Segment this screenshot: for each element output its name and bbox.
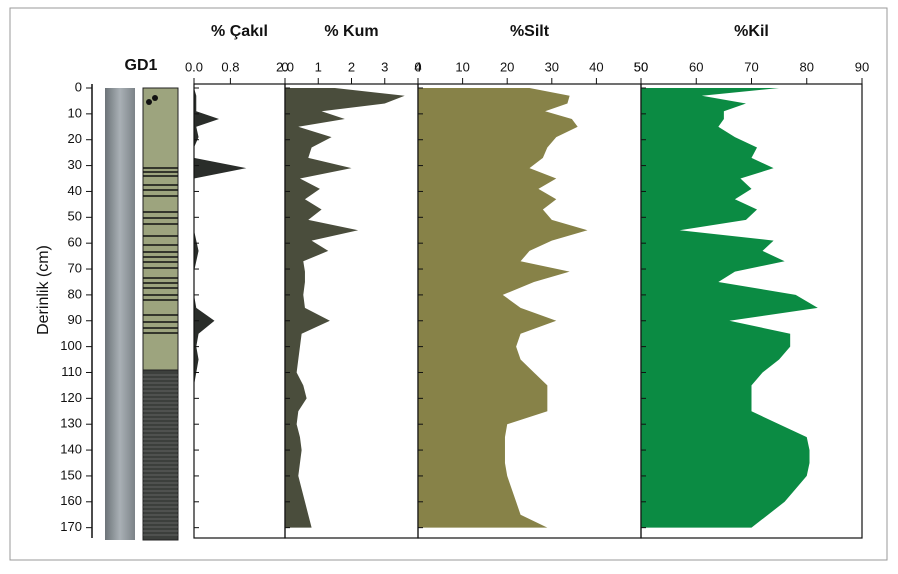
y-tick-label: 40 (68, 183, 82, 198)
pebble (152, 95, 158, 101)
y-tick-label: 20 (68, 131, 82, 146)
y-tick-label: 130 (60, 416, 82, 431)
x-tick-label: 2 (348, 59, 355, 74)
y-tick-label: 160 (60, 493, 82, 508)
y-tick-label: 50 (68, 209, 82, 224)
x-tick-label: 30 (545, 59, 559, 74)
x-tick-label: 40 (589, 59, 603, 74)
x-tick-label: 60 (689, 59, 703, 74)
area (641, 88, 818, 528)
y-axis-label: Derinlik (cm) (35, 245, 52, 335)
y-tick-label: 30 (68, 157, 82, 172)
core-image (105, 88, 135, 540)
figure: GD1 Derinlik (cm) 0102030405060708090100… (0, 0, 898, 569)
x-tick-label: 80 (800, 59, 814, 74)
y-tick-label: 100 (60, 338, 82, 353)
x-tick-label: 90 (855, 59, 869, 74)
x-tick-label: 0.0 (185, 59, 203, 74)
x-tick-label: 3 (381, 59, 388, 74)
y-tick-label: 90 (68, 312, 82, 327)
panel-title: % Kum (324, 23, 378, 40)
y-tick-label: 120 (60, 390, 82, 405)
x-tick-label: 20 (500, 59, 514, 74)
y-tick-label: 170 (60, 519, 82, 534)
x-tick-label: 70 (744, 59, 758, 74)
x-tick-label: 0 (281, 59, 288, 74)
panel-title: %Kil (734, 23, 769, 40)
area (285, 88, 405, 528)
y-tick-label: 110 (61, 364, 82, 379)
y-tick-label: 0 (75, 79, 82, 94)
x-tick-label: 0 (414, 59, 421, 74)
pebble (146, 99, 152, 105)
panel-frame (194, 84, 285, 538)
panel-title: %Silt (510, 23, 550, 40)
y-tick-label: 140 (60, 442, 82, 457)
x-tick-label: 50 (634, 59, 648, 74)
panel-title: % Çakıl (211, 23, 268, 40)
area (194, 88, 246, 528)
area (418, 88, 587, 528)
x-tick-label: 0.8 (221, 59, 239, 74)
core-label: GD1 (125, 57, 158, 74)
y-tick-label: 150 (60, 467, 82, 482)
x-tick-label: 10 (455, 59, 469, 74)
x-tick-label: 1 (315, 59, 322, 74)
y-tick-label: 70 (68, 260, 82, 275)
y-tick-label: 80 (68, 286, 82, 301)
y-tick-label: 60 (68, 235, 82, 250)
y-tick-label: 10 (68, 105, 82, 120)
